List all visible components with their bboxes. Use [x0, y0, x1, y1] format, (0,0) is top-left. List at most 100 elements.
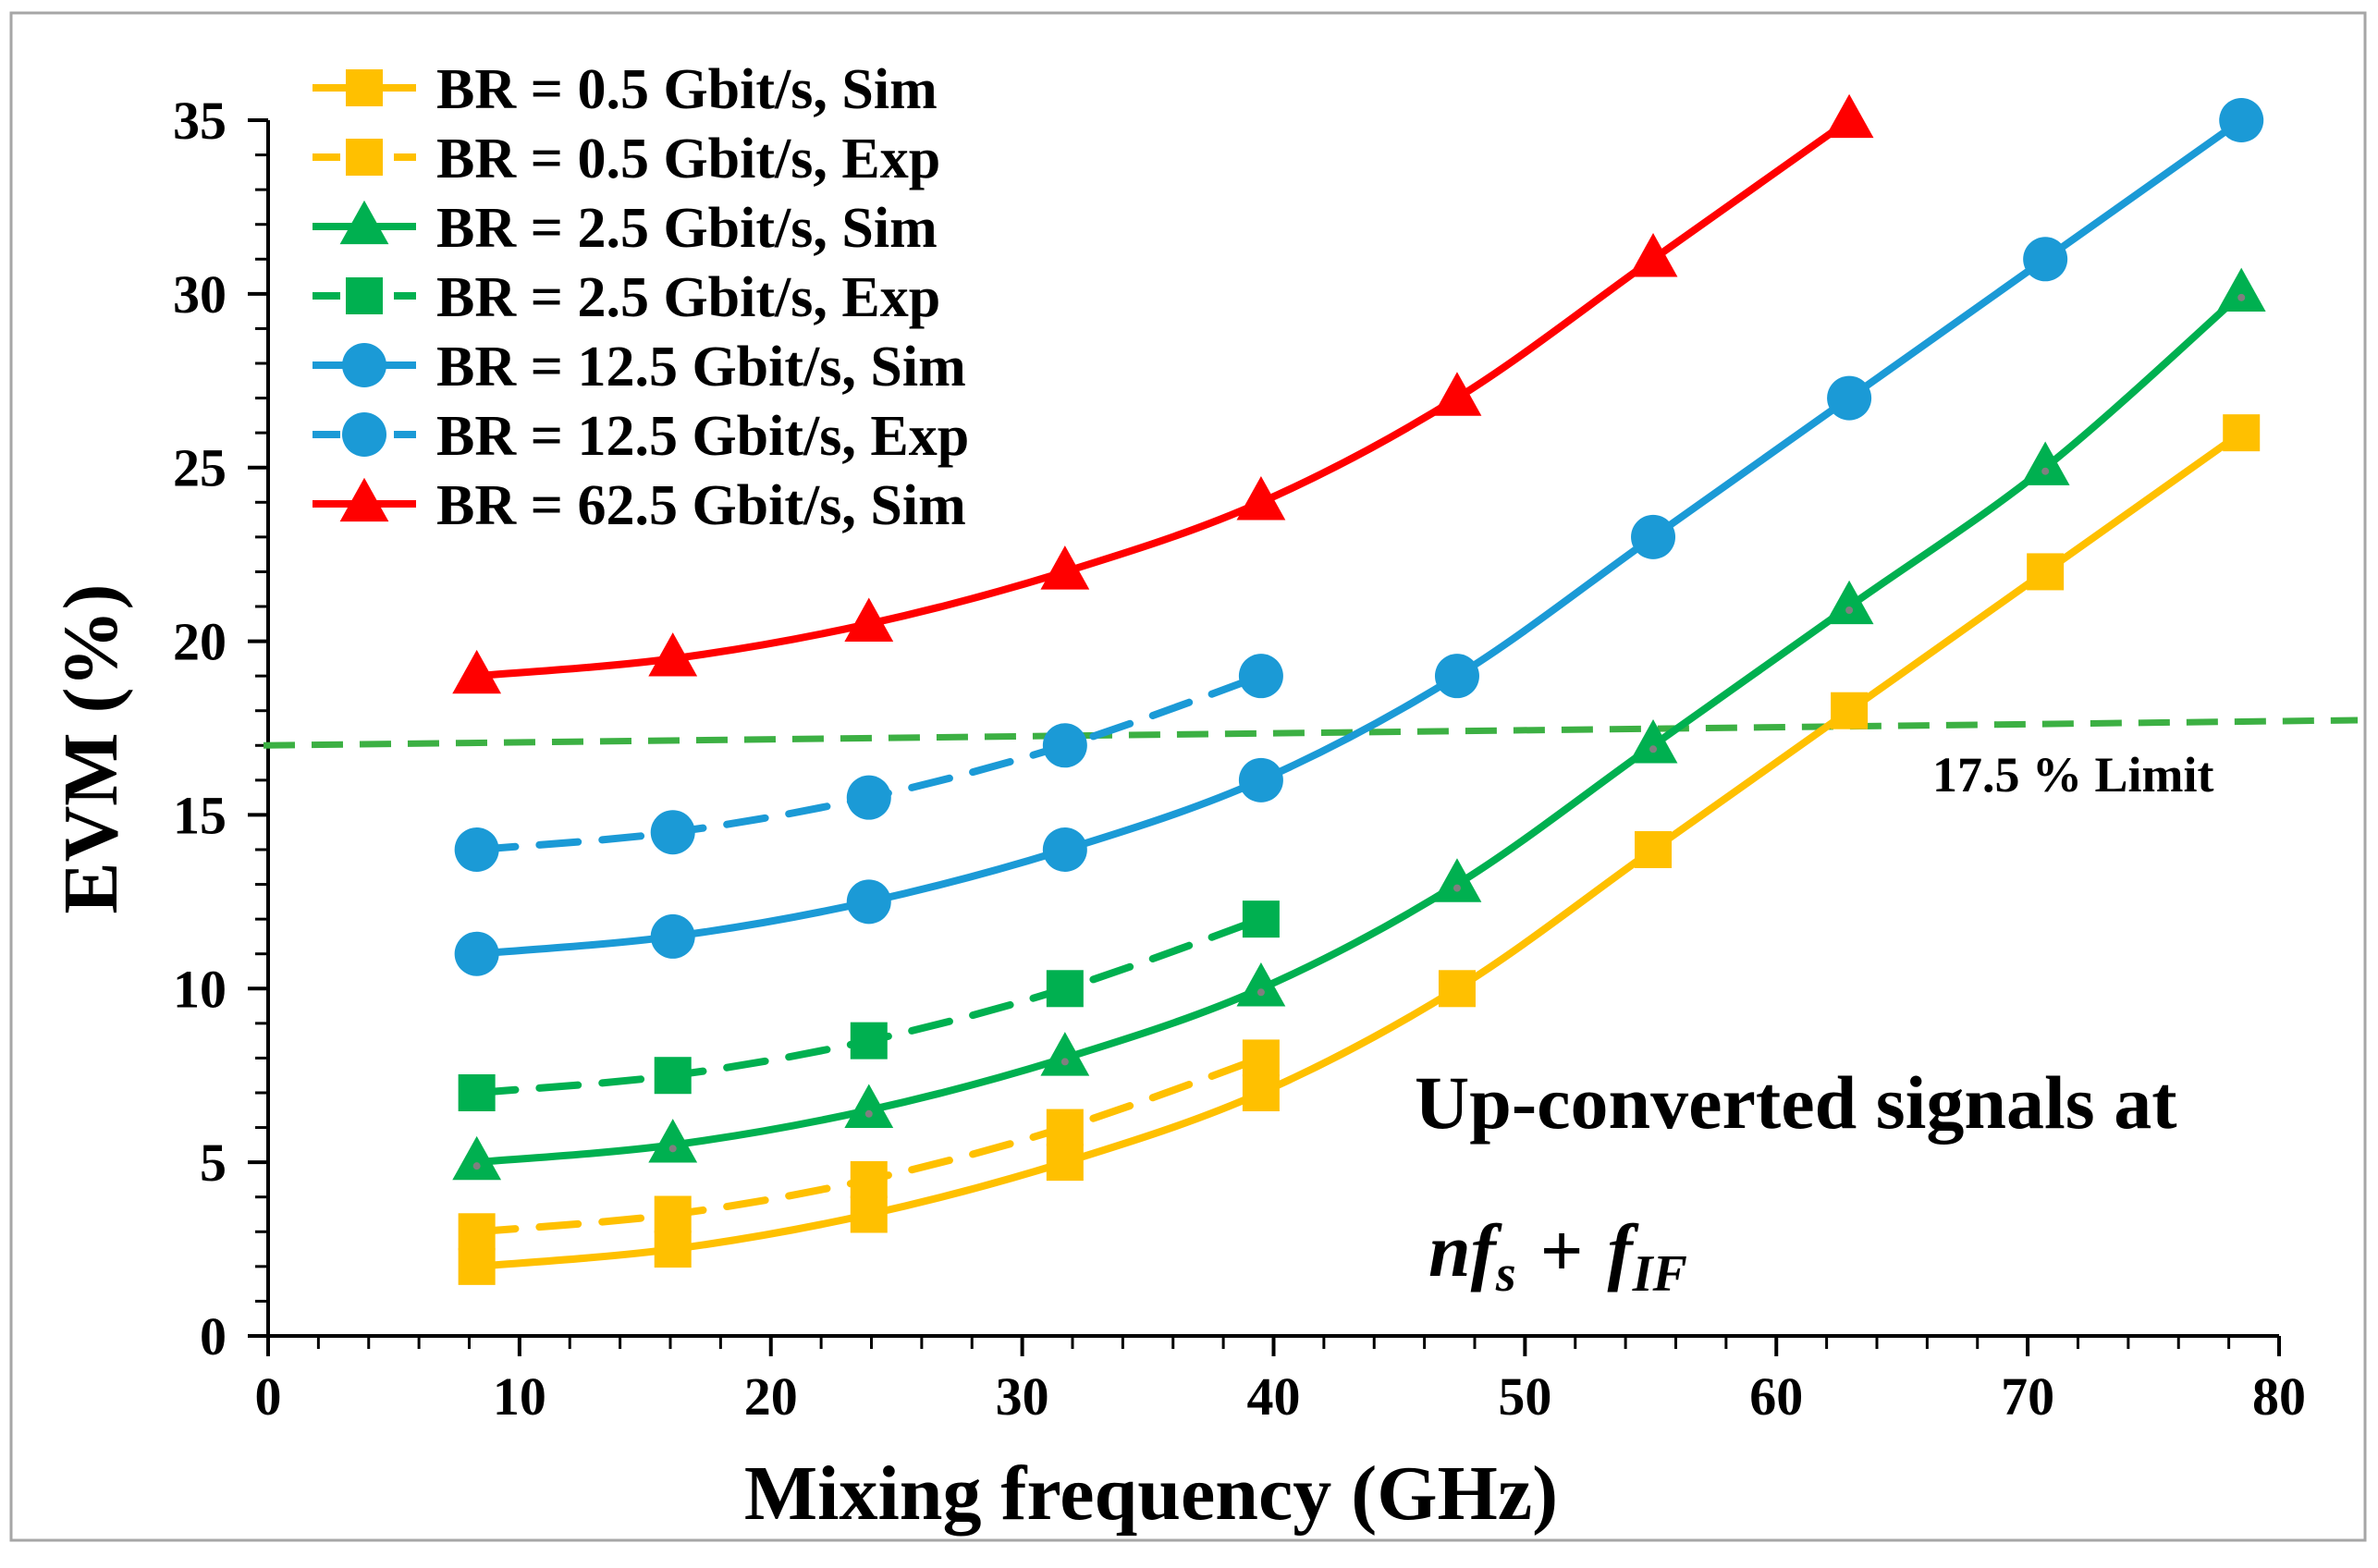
data-point	[454, 827, 499, 872]
data-point	[458, 1074, 496, 1111]
legend-label: BR = 12.5 Gbit/s, Sim	[436, 336, 966, 398]
data-point	[1042, 827, 1087, 872]
marker-dot	[668, 1145, 677, 1153]
data-point	[846, 879, 891, 925]
data-point	[846, 775, 891, 820]
data-point	[1434, 654, 1479, 699]
axes: 0 10 20 30 40 50 60 70 80 0 5 10 15 20 25 30 35	[173, 91, 2306, 1427]
y-tick-label: 20	[173, 612, 227, 672]
data-point	[1238, 654, 1283, 699]
data-point	[850, 1022, 888, 1060]
legend-label: BR = 0.5 Gbit/s, Exp	[436, 128, 940, 190]
data-point	[1628, 233, 1678, 277]
legend-marker	[342, 412, 386, 457]
marker-dot	[2237, 293, 2246, 301]
series-6	[452, 93, 1874, 694]
x-tick-label: 70	[2001, 1366, 2054, 1427]
data-point	[1635, 831, 1673, 868]
data-point	[2027, 553, 2065, 591]
marker-dot	[1060, 1058, 1069, 1066]
y-tick-label: 0	[200, 1306, 227, 1366]
legend-entry: BR = 2.5 Gbit/s, Exp	[313, 266, 940, 329]
data-point	[1242, 1074, 1280, 1111]
data-point	[458, 1247, 496, 1285]
data-point	[1824, 93, 1874, 139]
data-point	[452, 649, 502, 694]
data-point	[1631, 514, 1676, 559]
x-tick-label: 20	[744, 1366, 798, 1427]
formula-n: n	[1428, 1208, 1471, 1292]
series-0	[458, 414, 2261, 1285]
data-point	[654, 1057, 692, 1095]
series-5	[454, 654, 1283, 872]
data-point	[1827, 375, 1872, 421]
data-point	[1432, 858, 1482, 902]
data-point	[1046, 1144, 1084, 1182]
marker-dot	[2041, 467, 2050, 475]
y-tick-label: 10	[173, 959, 227, 1019]
x-tick-label: 0	[255, 1366, 282, 1427]
marker-dot	[1453, 884, 1461, 892]
legend-entry: BR = 12.5 Gbit/s, Exp	[313, 405, 969, 468]
y-tick-label: 35	[173, 91, 227, 151]
reference-limit-label: 17.5 % Limit	[1932, 747, 2214, 802]
data-point	[2020, 441, 2070, 485]
y-axis-label: EVM (%)	[48, 584, 134, 914]
y-tick-label: 30	[173, 264, 227, 325]
data-point	[1042, 723, 1087, 768]
reference-limit	[263, 717, 2359, 749]
legend-entry: BR = 12.5 Gbit/s, Sim	[313, 336, 966, 398]
legend-marker	[346, 69, 383, 106]
data-point	[654, 1231, 692, 1268]
chart-frame	[9, 11, 2367, 1542]
data-point	[648, 632, 698, 677]
data-point	[650, 810, 695, 855]
legend-entry: BR = 2.5 Gbit/s, Sim	[313, 197, 938, 260]
data-point	[458, 1213, 496, 1251]
data-point	[1238, 757, 1283, 802]
series-2	[452, 267, 2266, 1181]
legend-entry: BR = 0.5 Gbit/s, Sim	[313, 58, 938, 121]
series-line	[472, 429, 2246, 1270]
data-point	[1040, 1032, 1090, 1076]
legend: BR = 0.5 Gbit/s, Sim BR = 0.5 Gbit/s, Exp…	[313, 58, 969, 537]
legend-label: BR = 62.5 Gbit/s, Sim	[436, 474, 966, 537]
legend-marker	[339, 200, 389, 245]
series-line	[472, 289, 2246, 1167]
series-3	[458, 900, 1280, 1111]
data-point	[850, 1195, 888, 1233]
data-point	[452, 1135, 502, 1181]
legend-marker	[346, 139, 383, 176]
series-4	[454, 98, 2264, 976]
y-tick-label: 25	[173, 438, 227, 498]
data-point	[1242, 900, 1280, 938]
marker-dot	[1845, 606, 1854, 614]
x-tick-label: 80	[2252, 1366, 2306, 1427]
legend-marker	[342, 343, 386, 387]
legend-entry: BR = 62.5 Gbit/s, Sim	[313, 474, 966, 537]
marker-dot	[864, 1109, 873, 1118]
data-point	[1824, 580, 1874, 625]
annotation-formula: nfs + fIF	[1428, 1208, 1687, 1303]
data-point	[648, 1119, 698, 1163]
annotation-line1: Up-converted signals at	[1415, 1060, 2177, 1145]
legend-label: BR = 12.5 Gbit/s, Exp	[436, 405, 969, 468]
data-point	[2023, 237, 2068, 282]
data-point	[1831, 692, 1869, 729]
y-tick-label: 5	[200, 1133, 227, 1193]
x-tick-label: 50	[1498, 1366, 1551, 1427]
y-tick-label: 15	[173, 785, 227, 845]
data-point	[1242, 1039, 1280, 1077]
data-point	[1040, 545, 1090, 590]
data-point	[2219, 98, 2264, 142]
data-series	[452, 93, 2266, 1285]
data-point	[2216, 267, 2266, 312]
legend-marker	[346, 277, 383, 314]
marker-dot	[1256, 988, 1265, 997]
data-point	[844, 1084, 894, 1128]
legend-entry: BR = 0.5 Gbit/s, Exp	[313, 128, 940, 190]
data-point	[1438, 970, 1476, 1008]
data-point	[1628, 719, 1678, 764]
marker-dot	[472, 1162, 481, 1170]
